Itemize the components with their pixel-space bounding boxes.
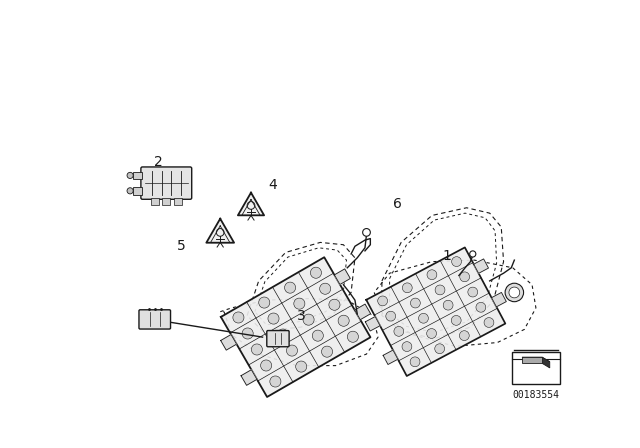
Circle shape xyxy=(394,327,404,336)
Circle shape xyxy=(460,331,469,340)
Circle shape xyxy=(319,283,331,294)
Circle shape xyxy=(348,331,358,342)
Circle shape xyxy=(127,172,133,178)
FancyBboxPatch shape xyxy=(141,167,192,199)
Bar xyxy=(163,198,170,206)
Polygon shape xyxy=(366,247,506,376)
Circle shape xyxy=(435,285,445,295)
Circle shape xyxy=(294,298,305,309)
Polygon shape xyxy=(221,257,371,397)
Text: 5: 5 xyxy=(177,239,186,253)
Circle shape xyxy=(444,300,453,310)
Circle shape xyxy=(452,257,461,267)
Bar xyxy=(133,187,143,195)
Circle shape xyxy=(329,299,340,310)
Polygon shape xyxy=(241,370,257,385)
Polygon shape xyxy=(335,269,350,284)
Circle shape xyxy=(410,298,420,308)
Circle shape xyxy=(270,376,281,387)
Circle shape xyxy=(259,297,270,308)
Circle shape xyxy=(233,312,244,323)
Circle shape xyxy=(476,302,486,312)
Circle shape xyxy=(468,287,477,297)
Circle shape xyxy=(386,311,396,321)
Bar xyxy=(133,172,143,179)
Circle shape xyxy=(285,282,296,293)
Circle shape xyxy=(303,314,314,325)
Circle shape xyxy=(338,315,349,326)
Polygon shape xyxy=(238,193,264,215)
Circle shape xyxy=(242,328,253,339)
Polygon shape xyxy=(522,357,550,362)
Circle shape xyxy=(260,360,272,371)
Circle shape xyxy=(310,267,321,278)
Polygon shape xyxy=(492,293,506,307)
Circle shape xyxy=(419,313,428,323)
Circle shape xyxy=(312,330,323,341)
Circle shape xyxy=(427,328,436,338)
Bar xyxy=(512,352,560,384)
Polygon shape xyxy=(365,317,380,331)
Polygon shape xyxy=(383,350,398,365)
Circle shape xyxy=(427,270,437,280)
Circle shape xyxy=(402,342,412,352)
Circle shape xyxy=(252,344,262,355)
Polygon shape xyxy=(206,219,234,243)
Circle shape xyxy=(277,329,288,340)
Text: 3: 3 xyxy=(297,309,305,323)
Circle shape xyxy=(127,188,133,194)
Circle shape xyxy=(484,318,494,327)
Polygon shape xyxy=(221,335,237,350)
Circle shape xyxy=(321,346,333,357)
FancyBboxPatch shape xyxy=(139,310,170,329)
Text: 00183554: 00183554 xyxy=(513,390,559,400)
Circle shape xyxy=(410,357,420,367)
Text: 2: 2 xyxy=(154,155,163,168)
Circle shape xyxy=(296,361,307,372)
Circle shape xyxy=(451,315,461,325)
Bar xyxy=(151,198,159,206)
Polygon shape xyxy=(474,259,488,273)
Circle shape xyxy=(509,287,520,298)
Circle shape xyxy=(505,283,524,302)
Circle shape xyxy=(287,345,298,356)
Bar xyxy=(174,198,182,206)
Circle shape xyxy=(403,283,412,293)
Text: 4: 4 xyxy=(268,178,277,192)
Circle shape xyxy=(268,313,279,324)
FancyBboxPatch shape xyxy=(267,331,289,347)
Circle shape xyxy=(435,344,445,353)
Polygon shape xyxy=(542,357,550,368)
Circle shape xyxy=(460,272,470,282)
Circle shape xyxy=(378,296,388,306)
Polygon shape xyxy=(522,357,542,363)
Polygon shape xyxy=(355,304,371,320)
Text: 1: 1 xyxy=(443,249,452,263)
Text: 6: 6 xyxy=(393,197,402,211)
Circle shape xyxy=(363,228,371,236)
Circle shape xyxy=(470,251,476,257)
